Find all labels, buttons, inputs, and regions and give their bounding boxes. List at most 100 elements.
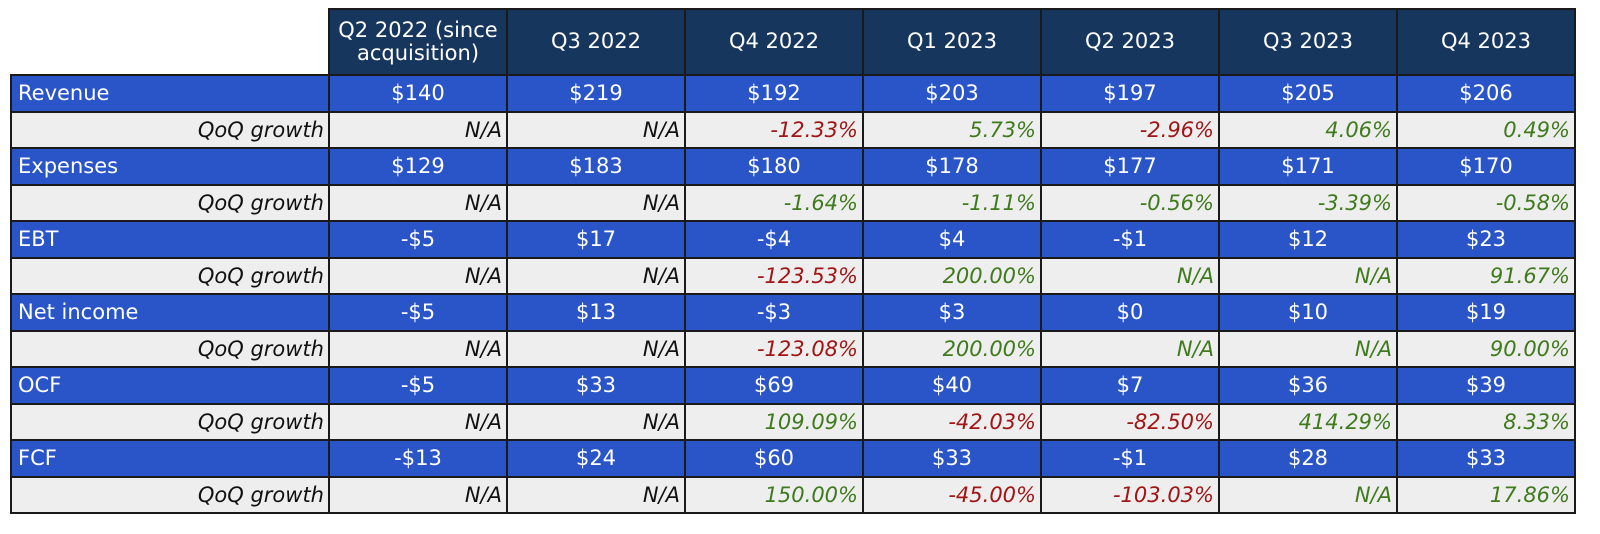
value-cell: -$5: [328, 220, 508, 259]
value-cell: $36: [1218, 366, 1398, 405]
growth-cell: 150.00%: [684, 475, 864, 514]
growth-label: QoQ growth: [10, 110, 330, 149]
quarter-header: Q3 2023: [1218, 8, 1398, 76]
growth-cell: 8.33%: [1396, 402, 1576, 441]
table-row-revenue-growth: QoQ growth N/A N/A -12.33% 5.73% -2.96% 4.06% 0…: [10, 110, 1576, 149]
header-corner-cell: [11, 9, 329, 75]
value-cell: $33: [506, 366, 686, 405]
growth-cell: N/A: [1218, 475, 1398, 514]
value-cell: $17: [506, 220, 686, 259]
value-cell: $7: [1040, 366, 1220, 405]
value-cell: $60: [684, 439, 864, 478]
quarter-header: Q2 2023: [1040, 8, 1220, 76]
growth-cell: N/A: [506, 329, 686, 368]
value-cell: $177: [1040, 147, 1220, 186]
growth-cell: 200.00%: [862, 256, 1042, 295]
growth-cell: -2.96%: [1040, 110, 1220, 149]
value-cell: $206: [1396, 74, 1576, 113]
growth-label: QoQ growth: [10, 329, 330, 368]
growth-cell: N/A: [1040, 256, 1220, 295]
growth-cell: 109.09%: [684, 402, 864, 441]
table-row-ocf: OCF -$5 $33 $69 $40 $7 $36 $39: [10, 366, 1576, 405]
growth-cell: -123.08%: [684, 329, 864, 368]
growth-cell: -1.64%: [684, 183, 864, 222]
value-cell: $10: [1218, 293, 1398, 332]
table-row-net-income-growth: QoQ growth N/A N/A -123.08% 200.00% N/A N/A 90.…: [10, 329, 1576, 368]
growth-label: QoQ growth: [10, 402, 330, 441]
growth-label: QoQ growth: [10, 475, 330, 514]
growth-label: QoQ growth: [10, 183, 330, 222]
value-cell: $39: [1396, 366, 1576, 405]
table-row-net-income: Net income -$5 $13 -$3 $3 $0 $10 $19: [10, 293, 1576, 332]
value-cell: $33: [1396, 439, 1576, 478]
growth-cell: N/A: [506, 183, 686, 222]
value-cell: -$5: [328, 366, 508, 405]
growth-cell: N/A: [328, 475, 508, 514]
table-body: Revenue $140 $219 $192 $203 $197 $205 $206 QoQ g…: [10, 74, 1576, 514]
table-row-ebt: EBT -$5 $17 -$4 $4 -$1 $12 $23: [10, 220, 1576, 259]
value-cell: $129: [328, 147, 508, 186]
quarter-header: Q2 2022 (since acquisition): [328, 8, 508, 76]
value-cell: $192: [684, 74, 864, 113]
row-label: FCF: [10, 439, 330, 478]
row-label: OCF: [10, 366, 330, 405]
growth-cell: -103.03%: [1040, 475, 1220, 514]
growth-cell: 5.73%: [862, 110, 1042, 149]
table-row-expenses: Expenses $129 $183 $180 $178 $177 $171 $170: [10, 147, 1576, 186]
quarter-header: Q4 2022: [684, 8, 864, 76]
value-cell: $140: [328, 74, 508, 113]
financial-summary-table: Q2 2022 (since acquisition) Q3 2022 Q4 2…: [10, 8, 1576, 514]
table-row-expenses-growth: QoQ growth N/A N/A -1.64% -1.11% -0.56% -3.39%…: [10, 183, 1576, 222]
growth-cell: -0.56%: [1040, 183, 1220, 222]
growth-cell: N/A: [506, 402, 686, 441]
value-cell: $28: [1218, 439, 1398, 478]
table-row-ocf-growth: QoQ growth N/A N/A 109.09% -42.03% -82.50% 414…: [10, 402, 1576, 441]
growth-cell: N/A: [328, 402, 508, 441]
row-label: Net income: [10, 293, 330, 332]
table-row-fcf: FCF -$13 $24 $60 $33 -$1 $28 $33: [10, 439, 1576, 478]
growth-cell: -42.03%: [862, 402, 1042, 441]
value-cell: $3: [862, 293, 1042, 332]
value-cell: $178: [862, 147, 1042, 186]
growth-cell: N/A: [1040, 329, 1220, 368]
growth-cell: 414.29%: [1218, 402, 1398, 441]
value-cell: $12: [1218, 220, 1398, 259]
growth-cell: -3.39%: [1218, 183, 1398, 222]
value-cell: $69: [684, 366, 864, 405]
growth-cell: N/A: [1218, 256, 1398, 295]
value-cell: $180: [684, 147, 864, 186]
value-cell: $19: [1396, 293, 1576, 332]
value-cell: -$4: [684, 220, 864, 259]
value-cell: -$13: [328, 439, 508, 478]
growth-cell: N/A: [328, 329, 508, 368]
growth-cell: -82.50%: [1040, 402, 1220, 441]
growth-cell: -0.58%: [1396, 183, 1576, 222]
row-label: Revenue: [10, 74, 330, 113]
growth-cell: 17.86%: [1396, 475, 1576, 514]
value-cell: $205: [1218, 74, 1398, 113]
value-cell: $0: [1040, 293, 1220, 332]
growth-cell: N/A: [506, 475, 686, 514]
row-label: Expenses: [10, 147, 330, 186]
growth-cell: 91.67%: [1396, 256, 1576, 295]
table-row-revenue: Revenue $140 $219 $192 $203 $197 $205 $206: [10, 74, 1576, 113]
header-row: Q2 2022 (since acquisition) Q3 2022 Q4 2…: [11, 8, 1576, 76]
value-cell: $203: [862, 74, 1042, 113]
growth-cell: -45.00%: [862, 475, 1042, 514]
value-cell: $197: [1040, 74, 1220, 113]
growth-cell: 200.00%: [862, 329, 1042, 368]
value-cell: -$1: [1040, 220, 1220, 259]
value-cell: -$3: [684, 293, 864, 332]
value-cell: -$1: [1040, 439, 1220, 478]
value-cell: $183: [506, 147, 686, 186]
value-cell: $24: [506, 439, 686, 478]
value-cell: $33: [862, 439, 1042, 478]
value-cell: $170: [1396, 147, 1576, 186]
growth-cell: N/A: [506, 256, 686, 295]
row-label: EBT: [10, 220, 330, 259]
value-cell: -$5: [328, 293, 508, 332]
growth-cell: N/A: [328, 183, 508, 222]
value-cell: $4: [862, 220, 1042, 259]
value-cell: $23: [1396, 220, 1576, 259]
value-cell: $40: [862, 366, 1042, 405]
